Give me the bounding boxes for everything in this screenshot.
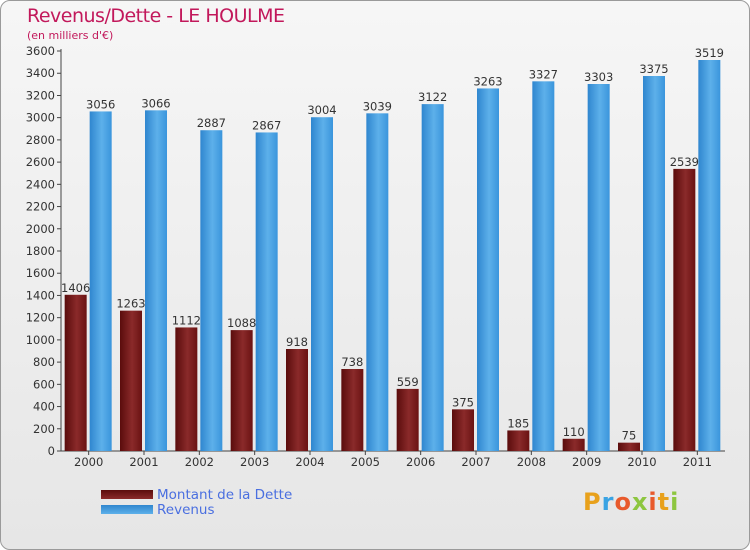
x-tick-label: 2010 [627,455,656,469]
y-tick-label: 2000 [26,222,55,236]
data-label-dette: 738 [341,355,363,369]
y-tick-label: 3200 [26,88,55,102]
y-tick-label: 3400 [26,66,55,80]
bar-dette [341,369,364,451]
chart-subtitle: (en milliers d'€) [27,29,114,42]
bar-dette [64,294,87,451]
bar-revenus [643,76,665,451]
y-tick-label: 1600 [26,266,55,280]
x-tick-label: 2009 [572,455,601,469]
y-tick-label: 2800 [26,133,55,147]
bar-dette [618,442,640,451]
data-label-revenus: 2887 [197,116,226,130]
data-label-dette: 1263 [116,297,145,311]
bar-revenus [477,88,499,451]
data-label-dette: 1088 [227,316,256,330]
data-label-revenus: 3303 [584,70,613,84]
data-label-revenus: 2867 [252,118,281,132]
data-label-dette: 1112 [172,313,201,327]
y-tick-label: 3000 [26,111,55,125]
data-label-dette: 375 [452,395,474,409]
bar-revenus [698,60,721,451]
logo-letter: t [657,488,671,516]
bar-revenus [145,110,167,451]
bar-dette [120,310,142,451]
legend-label-revenus: Revenus [157,502,215,518]
data-label-dette: 110 [563,425,585,439]
y-tick-label: 3600 [26,44,55,58]
y-tick-label: 1800 [26,244,55,258]
bar-dette [562,438,585,451]
y-tick-label: 1000 [26,333,55,347]
logo-letter: i [670,488,680,516]
y-tick-label: 2200 [26,200,55,214]
data-label-revenus: 3004 [307,103,336,117]
data-label-revenus: 3066 [141,96,170,110]
data-label-dette: 918 [286,335,308,349]
x-tick-label: 2004 [295,455,324,469]
bar-revenus [421,104,444,451]
y-tick-label: 1200 [26,311,55,325]
bar-revenus [255,132,278,451]
x-tick-label: 2002 [185,455,214,469]
data-label-revenus: 3056 [86,97,115,111]
proxiti-logo: Proxiti [583,488,679,516]
y-tick-label: 2600 [26,155,55,169]
data-label-revenus: 3263 [473,74,502,88]
y-tick-label: 800 [33,355,55,369]
bar-revenus [89,111,112,451]
y-tick-label: 0 [48,444,55,458]
bar-revenus [311,117,333,451]
bar-revenus [587,84,610,451]
logo-letter: x [631,488,649,516]
x-tick-label: 2008 [517,455,546,469]
data-label-dette: 559 [397,375,419,389]
legend-swatch-dette [101,490,153,499]
logo-letter: r [601,488,615,516]
bar-dette [396,388,419,451]
data-label-revenus: 3122 [418,90,447,104]
bar-revenus [532,81,555,451]
y-tick-label: 2400 [26,177,55,191]
y-tick-label: 1400 [26,288,55,302]
bar-dette [507,430,530,451]
data-label-revenus: 3519 [695,46,724,60]
data-label-dette: 185 [507,416,529,430]
y-tick-label: 600 [33,377,55,391]
x-tick-label: 2005 [351,455,380,469]
data-label-dette: 75 [622,429,637,443]
bar-dette [230,330,253,451]
x-tick-label: 2001 [129,455,158,469]
x-tick-label: 2003 [240,455,269,469]
data-label-revenus: 3039 [363,99,392,113]
bar-revenus [366,113,389,451]
x-tick-label: 2011 [683,455,712,469]
legend-swatch-revenus [101,505,153,514]
bar-dette [673,168,696,451]
x-tick-label: 2007 [461,455,490,469]
logo-letter: P [583,488,602,516]
data-label-revenus: 3327 [529,67,558,81]
legend-label-dette: Montant de la Dette [157,487,293,503]
bar-dette [286,349,308,451]
logo-letter: i [648,488,658,516]
y-tick-label: 200 [33,422,55,436]
chart-title: Revenus/Dette - LE HOULME [27,5,285,27]
bar-revenus [200,130,223,451]
x-tick-label: 2000 [74,455,103,469]
data-label-dette: 2539 [670,155,699,169]
logo-letter: o [614,488,632,516]
bar-dette [452,409,474,451]
y-tick-label: 400 [33,400,55,414]
data-label-dette: 1406 [61,281,90,295]
data-label-revenus: 3375 [639,62,668,76]
bar-dette [175,327,198,451]
x-tick-label: 2006 [406,455,435,469]
